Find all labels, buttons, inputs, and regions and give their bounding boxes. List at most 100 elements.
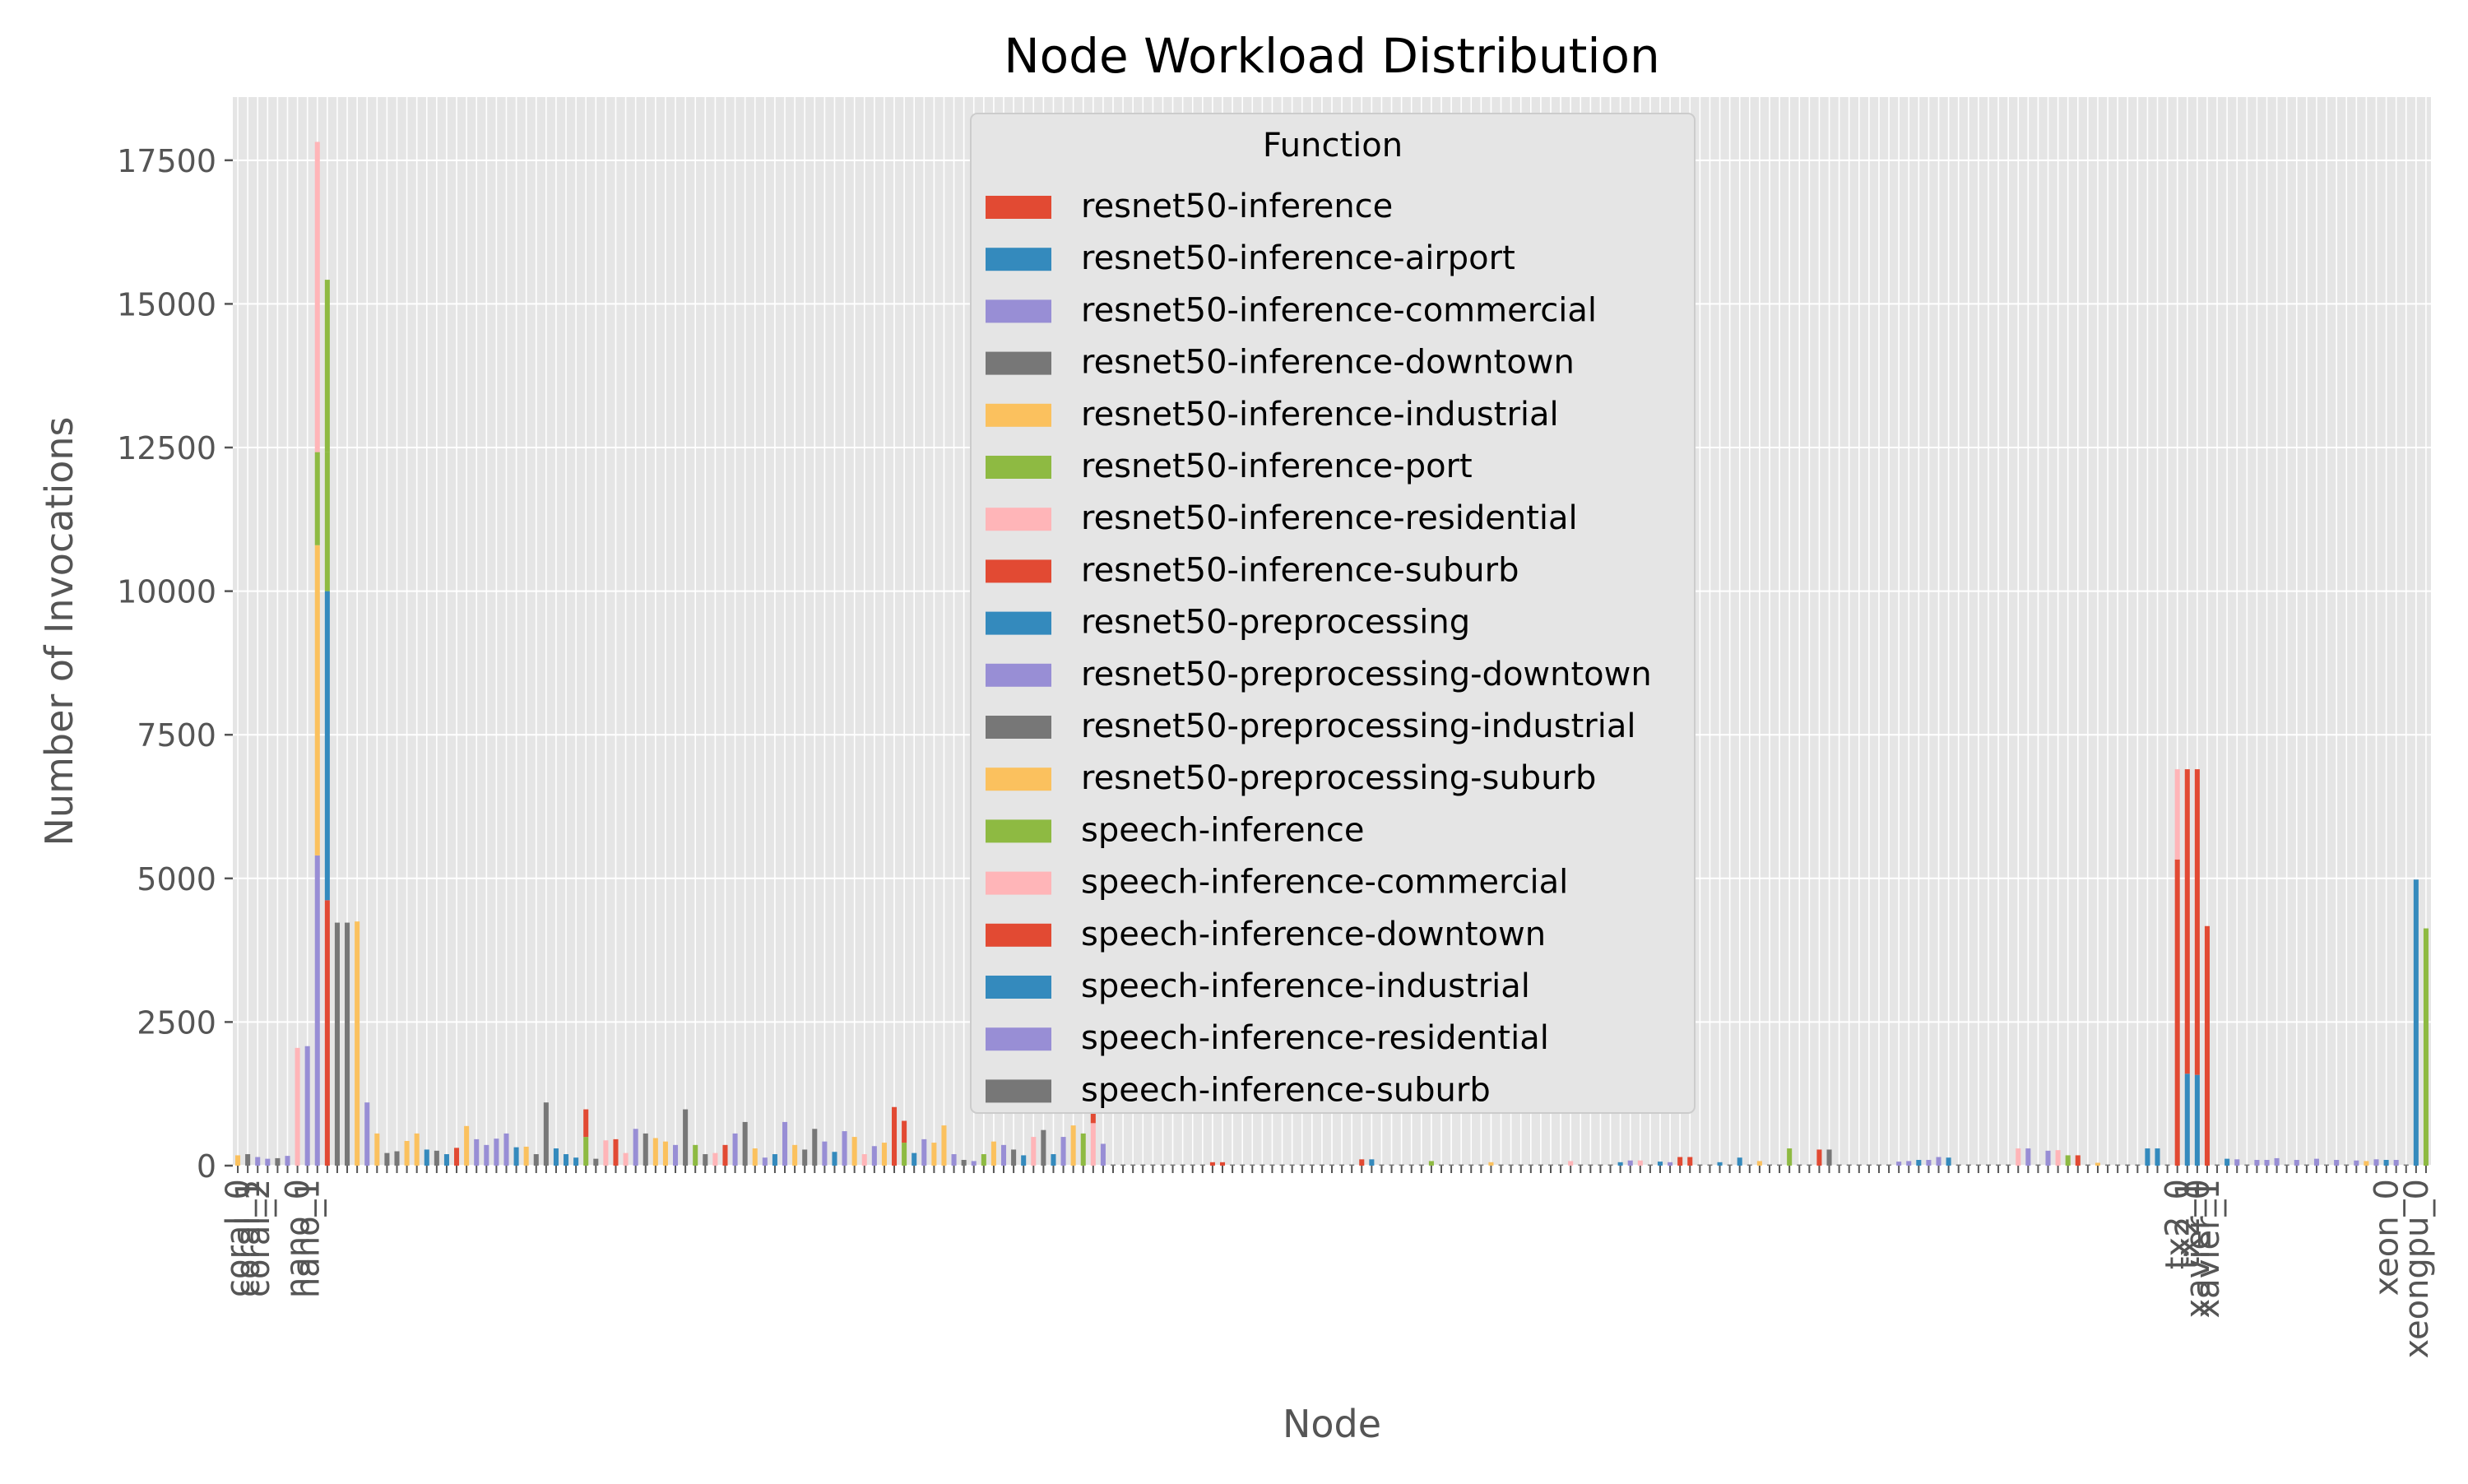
bar-segment <box>1379 1164 1385 1166</box>
y-tick-label: 17500 <box>117 143 216 179</box>
bar-segment <box>1140 1164 1146 1166</box>
bar-segment <box>304 1046 310 1166</box>
legend-swatch <box>986 976 1051 999</box>
bar-segment <box>583 1137 589 1166</box>
bar-segment <box>842 1131 847 1166</box>
bar-segment <box>1459 1164 1464 1166</box>
bar-segment <box>255 1157 261 1166</box>
bar-segment <box>1896 1162 1902 1166</box>
bar-segment <box>902 1143 907 1166</box>
bar-segment <box>2234 1159 2240 1166</box>
legend-label: speech-inference-commercial <box>1081 864 1568 902</box>
legend-swatch <box>986 299 1051 323</box>
bar-segment <box>1657 1162 1663 1166</box>
bar-segment <box>285 1156 290 1166</box>
bar-segment <box>1866 1164 1872 1166</box>
bar-segment <box>543 1102 549 1166</box>
bar-segment <box>2423 928 2429 1166</box>
bar-segment <box>652 1138 658 1166</box>
bar-segment <box>1468 1164 1474 1166</box>
bar-segment <box>941 1125 947 1166</box>
bar-segment <box>374 1133 380 1166</box>
bar-segment <box>364 1102 370 1166</box>
bar-segment <box>981 1154 986 1166</box>
bar-segment <box>2045 1150 2051 1166</box>
bar-segment <box>673 1144 679 1166</box>
bar-segment <box>533 1154 539 1166</box>
legend-title: Function <box>1263 127 1403 165</box>
bar-segment <box>314 452 320 545</box>
bar-segment <box>1309 1164 1315 1166</box>
bar-segment <box>2155 1148 2160 1166</box>
bar-segment <box>782 1121 788 1166</box>
legend-swatch <box>986 248 1051 271</box>
bar-segment <box>2224 1158 2230 1166</box>
bar-segment <box>2284 1164 2289 1166</box>
y-tick-label: 2500 <box>137 1004 216 1041</box>
bar-segment <box>703 1154 708 1166</box>
bar-segment <box>1299 1164 1305 1166</box>
bar-segment <box>1777 1164 1783 1166</box>
bar-segment <box>1965 1164 1971 1166</box>
bar-segment <box>2125 1164 2131 1166</box>
bar-segment <box>1617 1162 1623 1166</box>
bar-segment <box>951 1154 957 1166</box>
legend-swatch <box>986 456 1051 479</box>
bar-segment <box>871 1146 877 1166</box>
bar-segment <box>1031 1137 1037 1166</box>
bar-segment <box>1846 1164 1852 1166</box>
y-tick-label: 15000 <box>117 286 216 322</box>
legend-label: speech-inference-suburb <box>1081 1071 1491 1109</box>
bar-segment <box>2016 1148 2021 1166</box>
bar-segment <box>494 1139 499 1166</box>
bar-segment <box>2244 1164 2250 1166</box>
bar-segment <box>1876 1164 1881 1166</box>
bar-segment <box>1697 1164 1703 1166</box>
bar-segment <box>424 1149 429 1166</box>
bar-segment <box>265 1158 271 1166</box>
bar-segment <box>1637 1160 1643 1166</box>
legend-swatch <box>986 716 1051 739</box>
bar-segment <box>1668 1162 1673 1166</box>
bar-segment <box>1438 1164 1445 1166</box>
x-tick-label: coral_2 <box>239 1179 277 1297</box>
bar-segment <box>1488 1162 1494 1166</box>
bar-segment <box>245 1154 251 1166</box>
bar-segment <box>1000 1144 1007 1166</box>
bar-segment <box>314 855 320 1166</box>
bar-segment <box>1289 1164 1295 1166</box>
bar-segment <box>2115 1164 2121 1166</box>
bar-segment <box>1170 1164 1176 1166</box>
bar-segment <box>662 1141 668 1166</box>
bar-segment <box>1150 1164 1156 1166</box>
legend-label: resnet50-preprocessing-industrial <box>1081 707 1635 745</box>
bar-segment <box>2254 1160 2260 1166</box>
bar-segment <box>1349 1164 1355 1166</box>
bar-segment <box>1946 1157 1951 1166</box>
bar-segment <box>583 1109 589 1138</box>
bar-segment <box>2294 1160 2299 1166</box>
bar-segment <box>1408 1164 1414 1166</box>
bar-segment <box>1090 1123 1096 1166</box>
bar-segment <box>2135 1164 2141 1166</box>
bar-segment <box>503 1133 509 1166</box>
legend-label: resnet50-inference-industrial <box>1081 396 1559 434</box>
bar-segment <box>1677 1157 1683 1166</box>
bar-segment <box>1727 1164 1733 1166</box>
bar-segment <box>1836 1164 1842 1166</box>
bar-segment <box>324 452 330 591</box>
legend-swatch <box>986 559 1051 583</box>
bar-segment <box>2324 1164 2330 1166</box>
bar-segment <box>1359 1159 1365 1166</box>
bar-segment <box>1369 1159 1375 1166</box>
bar-segment <box>474 1139 480 1166</box>
bar-segment <box>1478 1164 1484 1166</box>
bar-segment <box>2035 1164 2041 1166</box>
bar-segment <box>1955 1164 1961 1166</box>
bar-segment <box>564 1154 569 1166</box>
bar-segment <box>1936 1157 1941 1166</box>
bar-segment <box>1926 1160 1932 1166</box>
bar-segment <box>2334 1160 2340 1166</box>
bar-segment <box>2164 1164 2170 1166</box>
bar-segment <box>2274 1157 2280 1166</box>
